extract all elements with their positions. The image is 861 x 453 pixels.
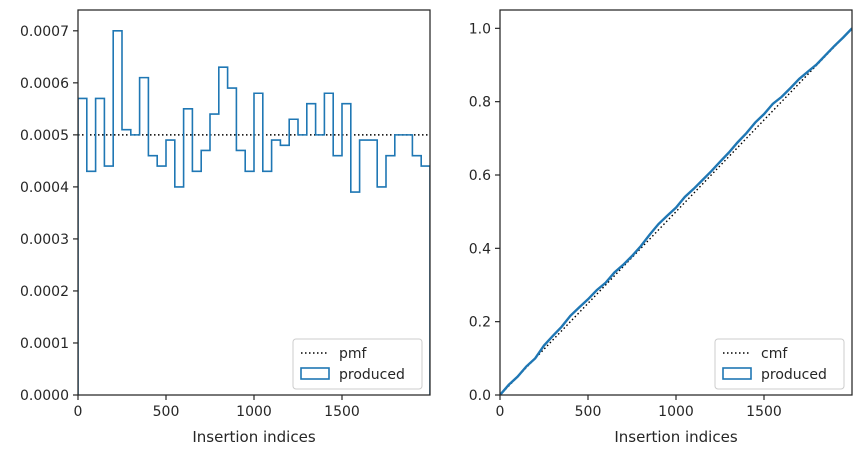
pmf-x-tick-label: 0 xyxy=(74,404,83,420)
cmf-x-tick-label: 500 xyxy=(575,404,602,420)
pmf-x-tick-label: 1500 xyxy=(324,404,360,420)
pmf-y-tick-label: 0.0007 xyxy=(20,24,69,40)
pmf-y-tick-label: 0.0000 xyxy=(20,388,69,404)
pmf-histogram-marks xyxy=(78,30,430,395)
cmf-x-tick-label: 0 xyxy=(496,404,505,420)
cmf-axis-ticks: 0 500 1000 1500 0.0 0.2 0.4 0.6 0.8 1.0 xyxy=(469,21,782,420)
cmf-x-axis-label: Insertion indices xyxy=(614,428,737,446)
cmf-legend-handle-produced xyxy=(722,367,752,380)
cmf-plot-area xyxy=(500,27,852,395)
pmf-legend-handle-produced xyxy=(300,367,330,380)
pmf-axis-ticks: 0 500 1000 1500 0.0000 0.0001 0.0002 0.0003 0.00… xyxy=(20,24,360,420)
pmf-y-tick-label: 0.0004 xyxy=(20,180,69,196)
cmf-legend-box xyxy=(714,338,845,390)
pmf-x-tick-label: 1000 xyxy=(236,404,272,420)
cmf-legend: cmf produced xyxy=(714,338,845,390)
cmf-y-tick-label: 0.4 xyxy=(469,241,491,257)
pmf-x-tick-label: 500 xyxy=(153,404,180,420)
cmf-y-tick-label: 1.0 xyxy=(469,21,491,37)
pmf-y-tick-label: 0.0006 xyxy=(20,76,69,92)
pmf-y-tick-label: 0.0002 xyxy=(20,284,69,300)
pmf-series-produced-step xyxy=(78,30,430,395)
pmf-y-tick-label: 0.0001 xyxy=(20,336,69,352)
cmf-y-tick-label: 0.2 xyxy=(469,315,491,331)
pmf-legend-label-produced: produced xyxy=(339,367,405,383)
pmf-legend-box xyxy=(292,338,423,390)
pmf-histogram-panel: 0 500 1000 1500 0.0000 0.0001 0.0002 0.0003 0.00… xyxy=(20,9,431,446)
cmf-line-panel: 0 500 1000 1500 0.0 0.2 0.4 0.6 0.8 1.0 Insertion… xyxy=(469,9,853,446)
cmf-legend-label-produced: produced xyxy=(761,367,827,383)
pmf-y-tick-label: 0.0005 xyxy=(20,128,69,144)
cmf-x-tick-label: 1000 xyxy=(658,404,694,420)
cmf-y-tick-label: 0.0 xyxy=(469,388,491,404)
cmf-line-marks xyxy=(500,27,852,395)
cmf-x-tick-label: 1500 xyxy=(746,404,782,420)
cmf-y-tick-label: 0.6 xyxy=(469,168,491,184)
pmf-legend: pmf produced xyxy=(292,338,423,390)
cmf-series-cmf-line xyxy=(500,27,852,395)
pmf-legend-label-pmf: pmf xyxy=(339,346,368,362)
cmf-series-produced-line xyxy=(500,27,852,395)
pmf-y-tick-label: 0.0003 xyxy=(20,232,69,248)
pmf-plot-frame xyxy=(77,9,431,396)
cmf-legend-label-cmf: cmf xyxy=(761,346,788,362)
pmf-x-axis-label: Insertion indices xyxy=(192,428,315,446)
pmf-plot-area xyxy=(78,30,430,395)
cmf-y-tick-label: 0.8 xyxy=(469,95,491,111)
